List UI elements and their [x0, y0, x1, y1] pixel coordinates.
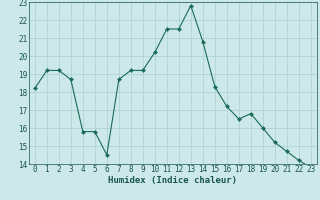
X-axis label: Humidex (Indice chaleur): Humidex (Indice chaleur): [108, 176, 237, 185]
